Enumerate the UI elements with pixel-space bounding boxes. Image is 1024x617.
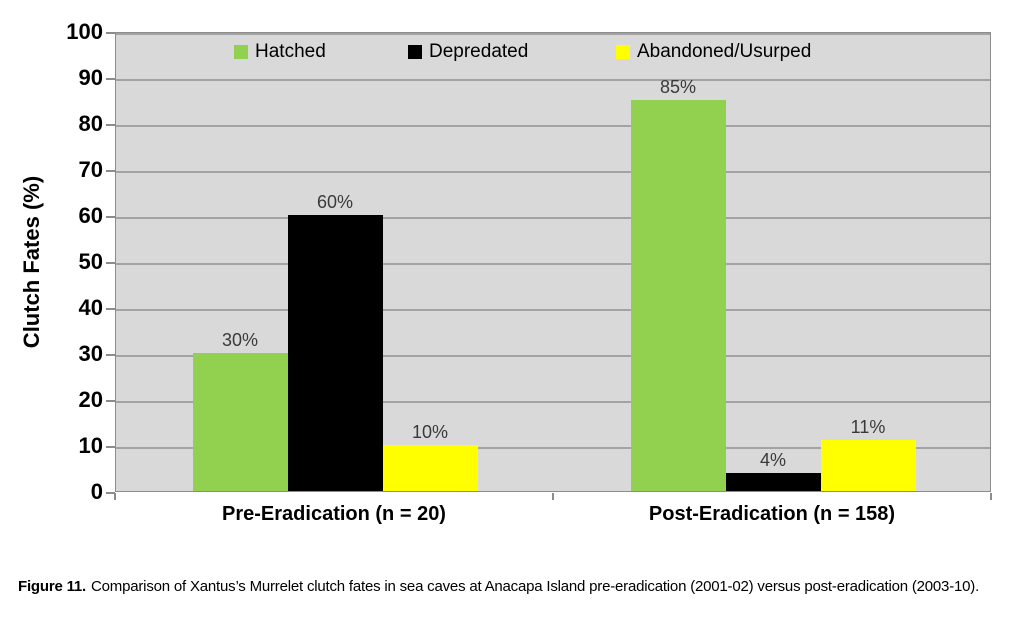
bar-value-label-depredated-post-eradication-n-158: 4%: [759, 449, 786, 470]
xtick-mark-2: [990, 493, 992, 500]
legend-swatch-depredated: [408, 45, 422, 59]
bar-depredated-post-eradication-n-158: [725, 472, 821, 491]
ytick-mark-60: [106, 216, 115, 218]
gridline-80: [116, 125, 990, 127]
figure-caption: Figure 11. Comparison of Xantus’s Murrele…: [18, 577, 1016, 596]
legend-label-depredated: Depredated: [429, 41, 529, 62]
legend-item-abandoned-usurped: Abandoned/Usurped: [616, 39, 811, 65]
gridline-30: [116, 355, 990, 357]
category-label-pre-eradication: Pre-Eradication (n = 20): [222, 503, 446, 525]
ytick-label-10: 10: [78, 433, 103, 458]
ytick-label-30: 30: [78, 341, 103, 366]
bar-abandoned-usurped-post-eradication-n-158: [820, 440, 916, 491]
bar-depredated-pre-eradication-n-20: [287, 215, 383, 491]
gridline-70: [116, 171, 990, 173]
ytick-mark-20: [106, 400, 115, 402]
ytick-label-40: 40: [78, 295, 103, 320]
gridline-50: [116, 263, 990, 265]
bar-value-label-abandoned-usurped-post-eradication-n-158: 11%: [850, 417, 886, 438]
figure-caption-text: Comparison of Xantus’s Murrelet clutch f…: [91, 578, 980, 595]
bar-value-label-depredated-pre-eradication-n-20: 60%: [316, 192, 354, 212]
gridline-60: [116, 217, 990, 219]
legend-label-hatched: Hatched: [255, 41, 326, 62]
category-label-post-eradication: Post-Eradication (n = 158): [648, 503, 896, 525]
figure-caption-prefix: Figure 11.: [18, 578, 87, 595]
x-category-row: Pre-Eradication (n = 20) Post-Eradicatio…: [115, 503, 991, 526]
ytick-mark-100: [106, 32, 115, 34]
ytick-mark-90: [106, 78, 115, 80]
ytick-label-90: 90: [78, 65, 103, 90]
bar-hatched-post-eradication-n-158: [630, 100, 726, 491]
ytick-mark-50: [106, 262, 115, 264]
legend-item-hatched: Hatched: [234, 39, 326, 65]
plot-area: Hatched Depredated Abandoned/Usurped 30%…: [115, 32, 991, 492]
bar-value-label-hatched-post-eradication-n-158: 85%: [659, 77, 697, 97]
bar-value-label-hatched-pre-eradication-n-20: 30%: [221, 330, 259, 350]
ytick-mark-10: [106, 446, 115, 448]
gridline-40: [116, 309, 990, 311]
ytick-label-60: 60: [78, 203, 103, 228]
gridline-10: [116, 447, 990, 449]
ytick-mark-40: [106, 308, 115, 310]
ytick-label-100: 100: [66, 19, 103, 44]
legend-swatch-hatched: [234, 45, 248, 59]
ytick-label-0: 0: [90, 479, 103, 504]
bar-value-label-abandoned-usurped-pre-eradication-n-20: 10%: [411, 422, 449, 442]
bar-abandoned-usurped-pre-eradication-n-20: [382, 445, 478, 491]
legend-swatch-abandoned-usurped: [616, 45, 630, 59]
ytick-mark-0: [106, 492, 115, 494]
ytick-label-80: 80: [78, 111, 103, 136]
bar-hatched-pre-eradication-n-20: [192, 353, 288, 491]
gridline-90: [116, 79, 990, 81]
ytick-mark-80: [106, 124, 115, 126]
legend-label-abandoned-usurped: Abandoned/Usurped: [637, 41, 812, 62]
xtick-mark-1: [552, 493, 554, 500]
gridline-20: [116, 401, 990, 403]
ytick-mark-30: [106, 354, 115, 356]
ytick-label-50: 50: [78, 249, 103, 274]
legend-item-depredated: Depredated: [408, 39, 528, 65]
ytick-label-70: 70: [78, 157, 103, 182]
ytick-label-20: 20: [78, 387, 103, 412]
ytick-mark-70: [106, 170, 115, 172]
gridline-100: [116, 33, 990, 35]
xtick-mark-0: [114, 493, 116, 500]
